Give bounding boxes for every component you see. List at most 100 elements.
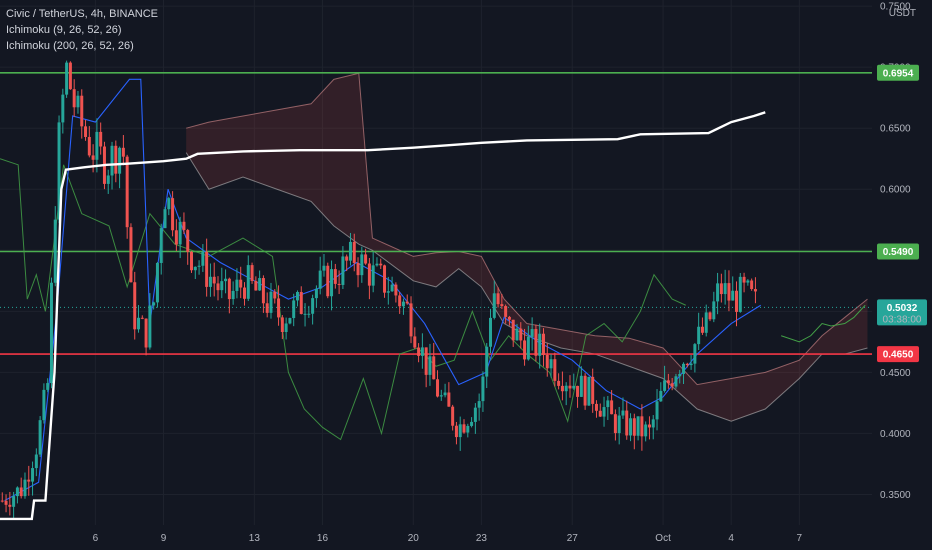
candle-down bbox=[583, 373, 587, 410]
candle-body bbox=[700, 326, 704, 333]
candle-body bbox=[311, 298, 315, 314]
candle-body bbox=[182, 221, 186, 231]
candle-down bbox=[496, 287, 500, 308]
candle-down bbox=[205, 238, 209, 297]
level-label-bg bbox=[877, 346, 919, 363]
candle-down bbox=[87, 126, 91, 158]
candle-down bbox=[598, 403, 602, 418]
level-price-label: 0.4650 bbox=[877, 346, 919, 363]
candle-body bbox=[579, 375, 583, 397]
candle-body bbox=[670, 383, 674, 387]
candle-up bbox=[704, 304, 708, 337]
candle-body bbox=[735, 290, 739, 312]
time-tick-label: 9 bbox=[161, 533, 167, 544]
candle-body bbox=[742, 276, 746, 283]
candle-up bbox=[34, 448, 38, 477]
candle-up bbox=[489, 308, 492, 354]
candle-down bbox=[80, 89, 84, 139]
candle-body bbox=[557, 380, 561, 386]
symbol-title[interactable]: Civic / TetherUS, 4h, BINANCE bbox=[6, 8, 159, 20]
future-senkou-line bbox=[781, 304, 866, 343]
candle-down bbox=[345, 254, 349, 272]
candle-body bbox=[80, 95, 84, 127]
candle-body bbox=[208, 276, 212, 287]
candle-down bbox=[68, 61, 72, 90]
candle-body bbox=[364, 254, 368, 264]
candle-body bbox=[345, 256, 349, 261]
candle-body bbox=[284, 323, 288, 332]
kumo-cloud bbox=[185, 72, 868, 422]
candle-body bbox=[564, 385, 568, 392]
candle-up bbox=[731, 276, 735, 301]
candle-body bbox=[394, 284, 398, 296]
candle-body bbox=[523, 340, 527, 360]
candle-body bbox=[53, 219, 57, 283]
indicator-ichimoku-short[interactable]: Ichimoku (9, 26, 52, 26) bbox=[6, 24, 122, 36]
horizontal-levels[interactable] bbox=[0, 71, 872, 355]
time-axis[interactable]: 6 9 13 16 20 23 27 Oct 4 7 bbox=[93, 533, 803, 544]
candle-up bbox=[152, 301, 156, 310]
candle-up bbox=[375, 257, 379, 267]
candle-body bbox=[292, 300, 296, 319]
candle-down bbox=[625, 400, 629, 440]
candle-down bbox=[594, 400, 598, 418]
candle-body bbox=[330, 269, 334, 297]
candle-down bbox=[394, 282, 398, 303]
candle-body bbox=[242, 287, 246, 299]
candle-up bbox=[46, 378, 50, 393]
candle-body bbox=[447, 392, 451, 407]
candle-body bbox=[659, 390, 663, 402]
kumo-fill bbox=[186, 73, 868, 422]
candle-body bbox=[23, 479, 27, 497]
candle-down bbox=[553, 352, 557, 387]
candle-down bbox=[519, 322, 523, 349]
candle-body bbox=[167, 198, 171, 210]
candle-up bbox=[579, 366, 583, 398]
candle-up bbox=[322, 253, 326, 277]
candle-up bbox=[288, 317, 292, 325]
candle-up bbox=[284, 317, 288, 340]
price-axis[interactable] bbox=[872, 0, 932, 550]
candle-up bbox=[258, 270, 262, 291]
candle-body bbox=[110, 145, 114, 176]
candle-down bbox=[91, 144, 95, 173]
candle-down bbox=[432, 342, 436, 380]
candle-up bbox=[530, 317, 534, 351]
candle-up bbox=[167, 196, 171, 216]
candle-body bbox=[49, 282, 53, 384]
candle-up bbox=[538, 323, 542, 369]
candle-up bbox=[439, 389, 443, 401]
candle-up bbox=[106, 169, 110, 194]
candle-body bbox=[295, 291, 299, 301]
candle-up bbox=[38, 416, 42, 458]
candle-up bbox=[61, 88, 65, 134]
time-tick-label: 20 bbox=[408, 533, 420, 544]
candle-body bbox=[171, 198, 175, 231]
candle-body bbox=[348, 241, 352, 261]
candle-down bbox=[72, 79, 76, 117]
candle-body bbox=[678, 373, 682, 377]
candle-body bbox=[420, 347, 424, 356]
candle-body bbox=[341, 256, 345, 285]
candle-body bbox=[621, 410, 625, 416]
level-label-bg bbox=[877, 243, 919, 260]
candle-body bbox=[46, 383, 50, 390]
candle-body bbox=[386, 291, 390, 293]
time-tick-label: 13 bbox=[249, 533, 261, 544]
candle-up bbox=[231, 281, 235, 305]
candle-body bbox=[405, 301, 409, 304]
candle-down bbox=[227, 277, 231, 314]
candle-body bbox=[731, 290, 735, 301]
candle-body bbox=[727, 283, 731, 301]
candle-body bbox=[322, 265, 326, 271]
indicator-ichimoku-long[interactable]: Ichimoku (200, 26, 52, 26) bbox=[6, 40, 134, 52]
candle-body bbox=[439, 395, 443, 397]
candle-body bbox=[114, 145, 118, 174]
candle-up bbox=[371, 251, 375, 293]
time-tick-label: 7 bbox=[797, 533, 803, 544]
candle-body bbox=[632, 418, 636, 436]
candle-down bbox=[727, 270, 731, 312]
candle-down bbox=[364, 248, 368, 265]
